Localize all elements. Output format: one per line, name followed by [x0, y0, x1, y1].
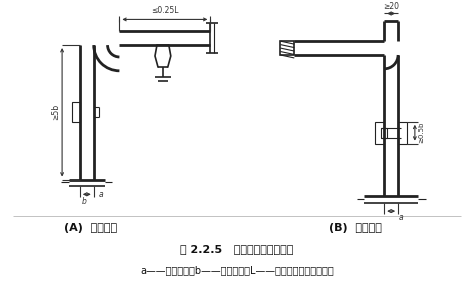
- Bar: [398, 122, 407, 144]
- Text: ≤0.25L: ≤0.25L: [151, 6, 179, 16]
- Text: a: a: [99, 190, 103, 199]
- Text: a——母线厚度；b——母线宽度；L——母线两支持点间的距离: a——母线厚度；b——母线宽度；L——母线两支持点间的距离: [140, 265, 334, 275]
- Text: ≥0.5b: ≥0.5b: [418, 122, 424, 143]
- Bar: [375, 122, 384, 144]
- Text: ≥5b: ≥5b: [51, 104, 60, 120]
- Text: ≥20: ≥20: [383, 2, 399, 11]
- Text: a: a: [399, 213, 404, 222]
- Bar: [281, 41, 294, 55]
- Text: (A)  立弯母线: (A) 立弯母线: [64, 223, 117, 233]
- Text: (B)  平弯母线: (B) 平弯母线: [329, 223, 382, 233]
- Text: 图 2.2.5   硬母线的立弯与平弯: 图 2.2.5 硬母线的立弯与平弯: [180, 244, 294, 254]
- Bar: [381, 128, 387, 138]
- Text: b: b: [82, 197, 86, 206]
- Bar: [72, 102, 80, 122]
